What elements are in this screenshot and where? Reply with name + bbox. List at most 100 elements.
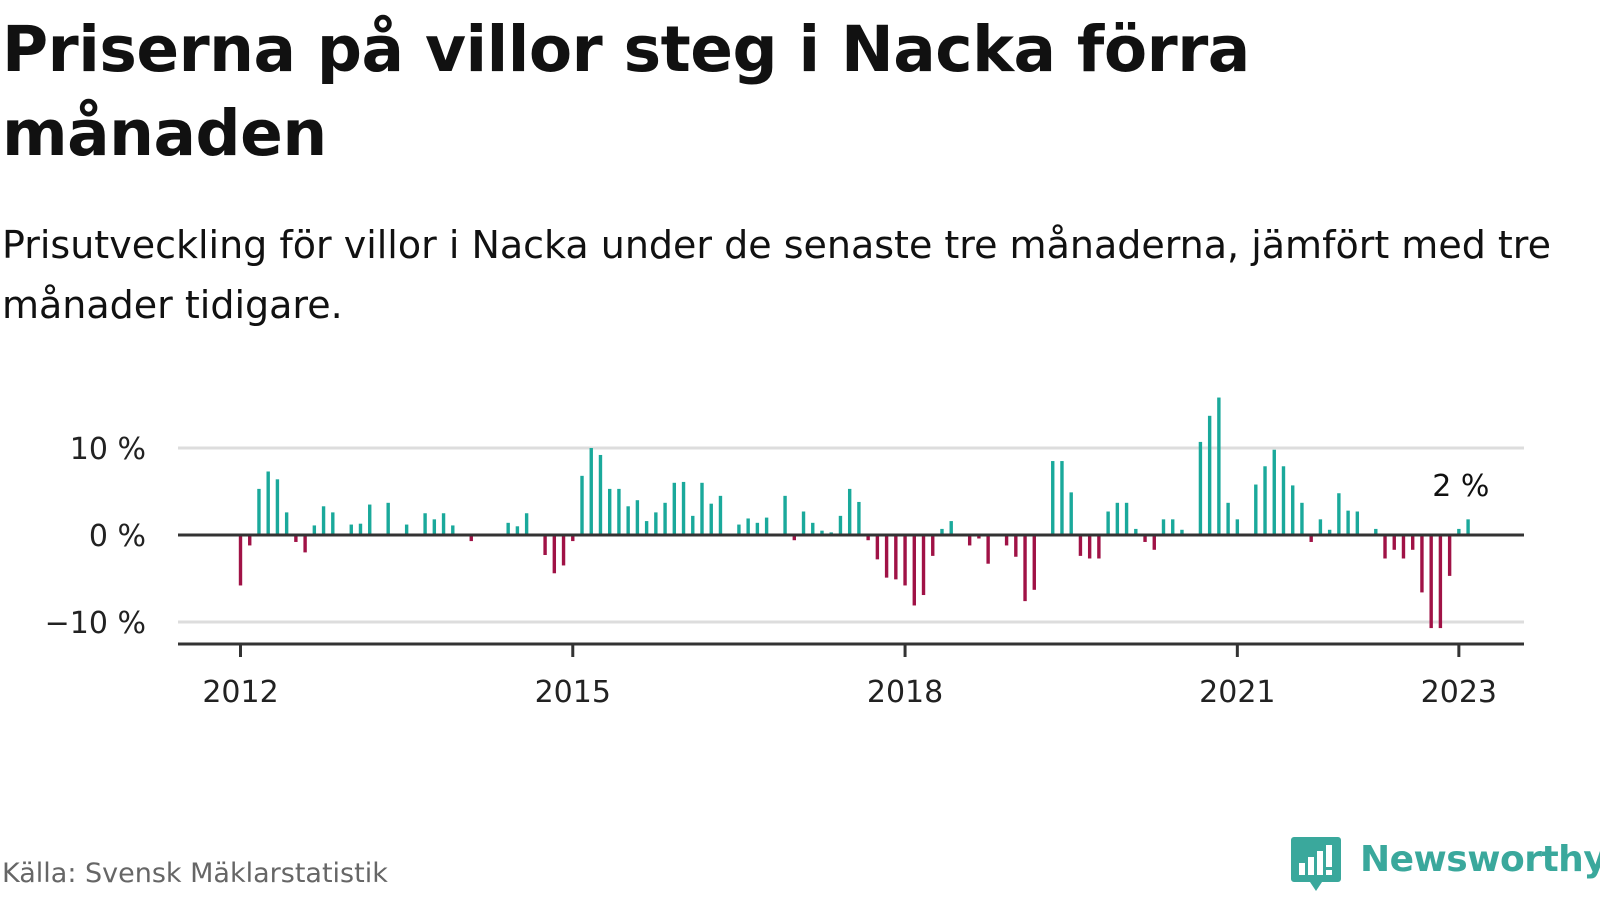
bar: [1309, 535, 1313, 542]
bar: [1429, 535, 1433, 629]
bar: [1143, 535, 1147, 542]
x-tick-label: 2018: [867, 675, 943, 710]
bar: [358, 523, 363, 535]
bar: [1087, 535, 1092, 559]
y-axis-labels: 10 % 0 % −10 %: [45, 432, 146, 641]
bars: [178, 397, 1524, 629]
source-note: Källa: Svensk Mäklarstatistik: [2, 858, 388, 889]
bar: [469, 535, 473, 542]
bar: [644, 521, 649, 535]
bar: [598, 454, 603, 535]
bar: [1161, 519, 1166, 535]
bar: [1420, 535, 1424, 593]
bar: [672, 482, 677, 535]
bar: [1263, 466, 1267, 535]
bar: [986, 535, 990, 564]
bar: [718, 495, 723, 535]
chart-subtitle: Prisutveckling för villor i Nacka under …: [2, 223, 1551, 327]
bar: [1097, 535, 1101, 559]
bar: [1346, 510, 1350, 535]
bar: [866, 535, 870, 541]
bar: [1300, 502, 1304, 535]
bar: [1217, 397, 1221, 535]
bar: [1207, 415, 1212, 535]
bar: [820, 530, 824, 535]
bar: [737, 524, 741, 535]
bar: [755, 522, 760, 535]
bar: [257, 488, 261, 535]
bar: [691, 515, 695, 535]
bar: [368, 504, 372, 535]
bar: [1180, 529, 1184, 535]
bar: [1023, 535, 1027, 602]
bar-chart: 10 % 0 % −10 % 2012 2015 2018 2021 2023 2 %: [45, 397, 1524, 710]
bar: [838, 515, 843, 535]
bar: [1032, 535, 1036, 590]
bar: [746, 518, 750, 535]
bar: [451, 525, 455, 535]
bar: [1466, 519, 1470, 535]
bar: [349, 524, 353, 535]
bar: [1115, 502, 1120, 535]
bar: [1337, 493, 1341, 535]
bar: [700, 482, 704, 535]
bar: [921, 535, 926, 596]
bar: [1235, 519, 1240, 535]
bar: [1198, 441, 1203, 535]
bar: [441, 513, 446, 535]
bar: [1171, 519, 1175, 535]
chart-title: Priserna på villor steg i Nacka förra må…: [2, 13, 1250, 170]
bar: [626, 506, 630, 535]
bar: [432, 519, 437, 535]
x-tick-label: 2023: [1421, 675, 1497, 710]
x-axis: 2012 2015 2018 2021 2023: [178, 642, 1524, 710]
bar: [847, 488, 852, 535]
bar: [903, 535, 907, 586]
brand-logo[interactable]: Newsworthy: [1290, 835, 1600, 895]
bar: [1069, 492, 1073, 535]
bar: [1106, 511, 1110, 535]
bar: [1226, 502, 1230, 535]
y-tick-label: 10 %: [70, 432, 146, 467]
bar: [561, 535, 566, 566]
bar: [284, 512, 289, 535]
y-tick-label: −10 %: [45, 606, 146, 641]
y-tick-label: 0 %: [89, 519, 146, 554]
bar: [792, 535, 796, 541]
bar: [386, 502, 390, 535]
bar: [331, 512, 335, 535]
bar: [312, 525, 317, 535]
bar: [949, 521, 953, 535]
bar: [977, 535, 981, 539]
bar: [1124, 502, 1129, 535]
bar: [931, 535, 935, 556]
bar: [1355, 511, 1360, 535]
bar: [1014, 535, 1018, 557]
bar: [1327, 529, 1332, 535]
bar: [1392, 535, 1396, 550]
bar: [801, 511, 806, 535]
bar: [654, 512, 658, 535]
bar: [857, 501, 861, 535]
bar: [663, 502, 667, 535]
bar: [589, 448, 593, 535]
bar: [1004, 535, 1009, 546]
bar: [1254, 484, 1258, 535]
bar: [635, 500, 640, 535]
bar: [1291, 485, 1295, 535]
bar: [1051, 461, 1055, 535]
bar: [571, 535, 575, 542]
bar: [580, 475, 584, 535]
bar: [1374, 528, 1378, 535]
bar: [875, 535, 880, 560]
bar: [1401, 535, 1406, 559]
bar: [1060, 461, 1064, 535]
bar: [617, 488, 621, 535]
bar: [912, 535, 916, 606]
bar: [1457, 528, 1461, 535]
bar: [1134, 528, 1138, 535]
bar: [681, 481, 686, 535]
bar: [1272, 449, 1276, 535]
brand-name: Newsworthy: [1360, 839, 1600, 880]
bar: [1281, 466, 1286, 535]
